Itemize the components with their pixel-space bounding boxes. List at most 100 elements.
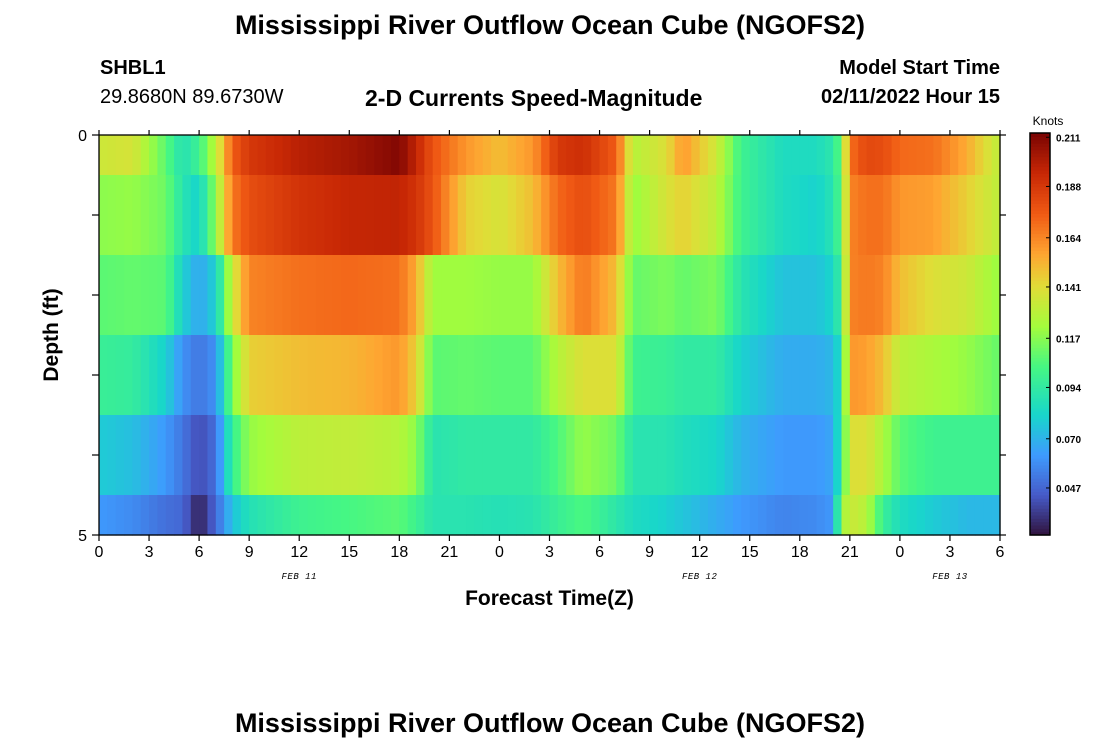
- heatmap-cell: [474, 175, 484, 256]
- colorbar-segment: [1030, 360, 1050, 365]
- heatmap-cell: [324, 415, 334, 496]
- heatmap-cell: [165, 415, 175, 496]
- heatmap-cell: [574, 175, 584, 256]
- heatmap-cell: [649, 255, 659, 336]
- heatmap-cell: [240, 495, 250, 536]
- heatmap-cell: [824, 255, 834, 336]
- heatmap-cell: [390, 255, 400, 336]
- heatmap-cell: [340, 335, 350, 416]
- heatmap-cell: [257, 415, 267, 496]
- heatmap-cell: [491, 175, 501, 256]
- heatmap-cell: [374, 415, 384, 496]
- heatmap-cell: [808, 335, 818, 416]
- heatmap-cell: [958, 495, 968, 536]
- colorbar-segment: [1030, 246, 1050, 251]
- heatmap-cell: [916, 495, 926, 536]
- heatmap-cell: [107, 255, 117, 336]
- heatmap-cell: [441, 255, 450, 336]
- heatmap-cell: [482, 495, 492, 536]
- heatmap-cell: [716, 335, 726, 416]
- heatmap-cell: [424, 415, 434, 496]
- heatmap-cell: [441, 495, 450, 536]
- heatmap-cell: [224, 175, 234, 256]
- heatmap-cell: [874, 495, 884, 536]
- colorbar-segment: [1030, 307, 1050, 312]
- colorbar-segment: [1030, 233, 1050, 238]
- heatmap-cell: [866, 495, 876, 536]
- heatmap-cell: [282, 175, 292, 256]
- heatmap-cell: [407, 175, 417, 256]
- second-chart-title: Mississippi River Outflow Ocean Cube (NG…: [234, 708, 866, 738]
- heatmap-cell: [357, 255, 367, 336]
- heatmap-cell: [632, 335, 642, 416]
- heatmap-cell: [99, 335, 108, 416]
- heatmap-cell: [766, 335, 776, 416]
- colorbar-tick-label: 0.047: [1056, 484, 1081, 495]
- heatmap-cell: [899, 495, 909, 536]
- colorbar-segment: [1030, 196, 1050, 201]
- heatmap-cell: [916, 135, 926, 176]
- heatmap-cell: [332, 415, 342, 496]
- heatmap-cell: [733, 255, 742, 336]
- heatmap-cell: [916, 255, 926, 336]
- colorbar-tick-label: 0.188: [1056, 182, 1081, 193]
- colorbar-segment: [1030, 367, 1050, 372]
- heatmap-cell: [699, 135, 709, 176]
- colorbar-segment: [1030, 401, 1050, 405]
- heatmap-cell: [574, 255, 584, 336]
- heatmap-cell: [974, 335, 984, 416]
- heatmap-cell: [524, 495, 534, 536]
- heatmap-cell: [983, 335, 993, 416]
- heatmap-cell: [874, 335, 884, 416]
- heatmap-cell: [499, 135, 509, 176]
- heatmap-cell: [916, 415, 926, 496]
- heatmap-cell: [174, 175, 184, 256]
- heatmap-cell: [282, 135, 292, 176]
- heatmap-cell: [315, 415, 325, 496]
- heatmap-cell: [916, 335, 926, 416]
- heatmap-cell: [207, 495, 217, 536]
- colorbar-segment: [1030, 213, 1050, 218]
- heatmap-cell: [924, 495, 934, 536]
- heatmap-cell: [357, 495, 367, 536]
- colorbar-segment: [1030, 287, 1050, 292]
- heatmap-cell: [766, 415, 776, 496]
- heatmap-cell: [499, 335, 509, 416]
- heatmap-cell: [607, 135, 617, 176]
- heatmap-cell: [716, 175, 726, 256]
- colorbar-segment: [1030, 437, 1050, 442]
- heatmap-cell: [107, 135, 117, 176]
- heatmap-cell: [441, 175, 450, 256]
- model-start-value: 02/11/2022 Hour 15: [820, 86, 1000, 108]
- heatmap-cell: [457, 335, 467, 416]
- heatmap-cell: [407, 415, 417, 496]
- heatmap-cell: [758, 175, 767, 256]
- heatmap-cell: [132, 175, 142, 256]
- colorbar-segment: [1030, 390, 1050, 395]
- heatmap-cell: [816, 175, 826, 256]
- heatmap-cell: [516, 415, 526, 496]
- colorbar-segment: [1030, 210, 1050, 214]
- heatmap-cell: [390, 415, 400, 496]
- heatmap-cell: [449, 135, 459, 176]
- heatmap-cell: [190, 135, 200, 176]
- heatmap-cell: [966, 255, 976, 336]
- heatmap-cell: [274, 495, 284, 536]
- heatmap-cell: [749, 255, 759, 336]
- colorbar-segment: [1030, 273, 1050, 278]
- heatmap-cell: [791, 495, 801, 536]
- heatmap-cell: [407, 135, 417, 176]
- heatmap-cell: [716, 255, 726, 336]
- colorbar-segment: [1030, 357, 1050, 362]
- heatmap-cell: [215, 255, 225, 336]
- heatmap-cell: [758, 415, 767, 496]
- colorbar-segment: [1030, 504, 1050, 509]
- heatmap-cell: [933, 175, 943, 256]
- colorbar-segment: [1030, 313, 1050, 318]
- colorbar-segment: [1030, 270, 1050, 275]
- heatmap-cell: [774, 415, 784, 496]
- heatmap-cell: [649, 175, 659, 256]
- heatmap-cell: [416, 255, 425, 336]
- heatmap-cell: [657, 135, 667, 176]
- heatmap-cell: [390, 175, 400, 256]
